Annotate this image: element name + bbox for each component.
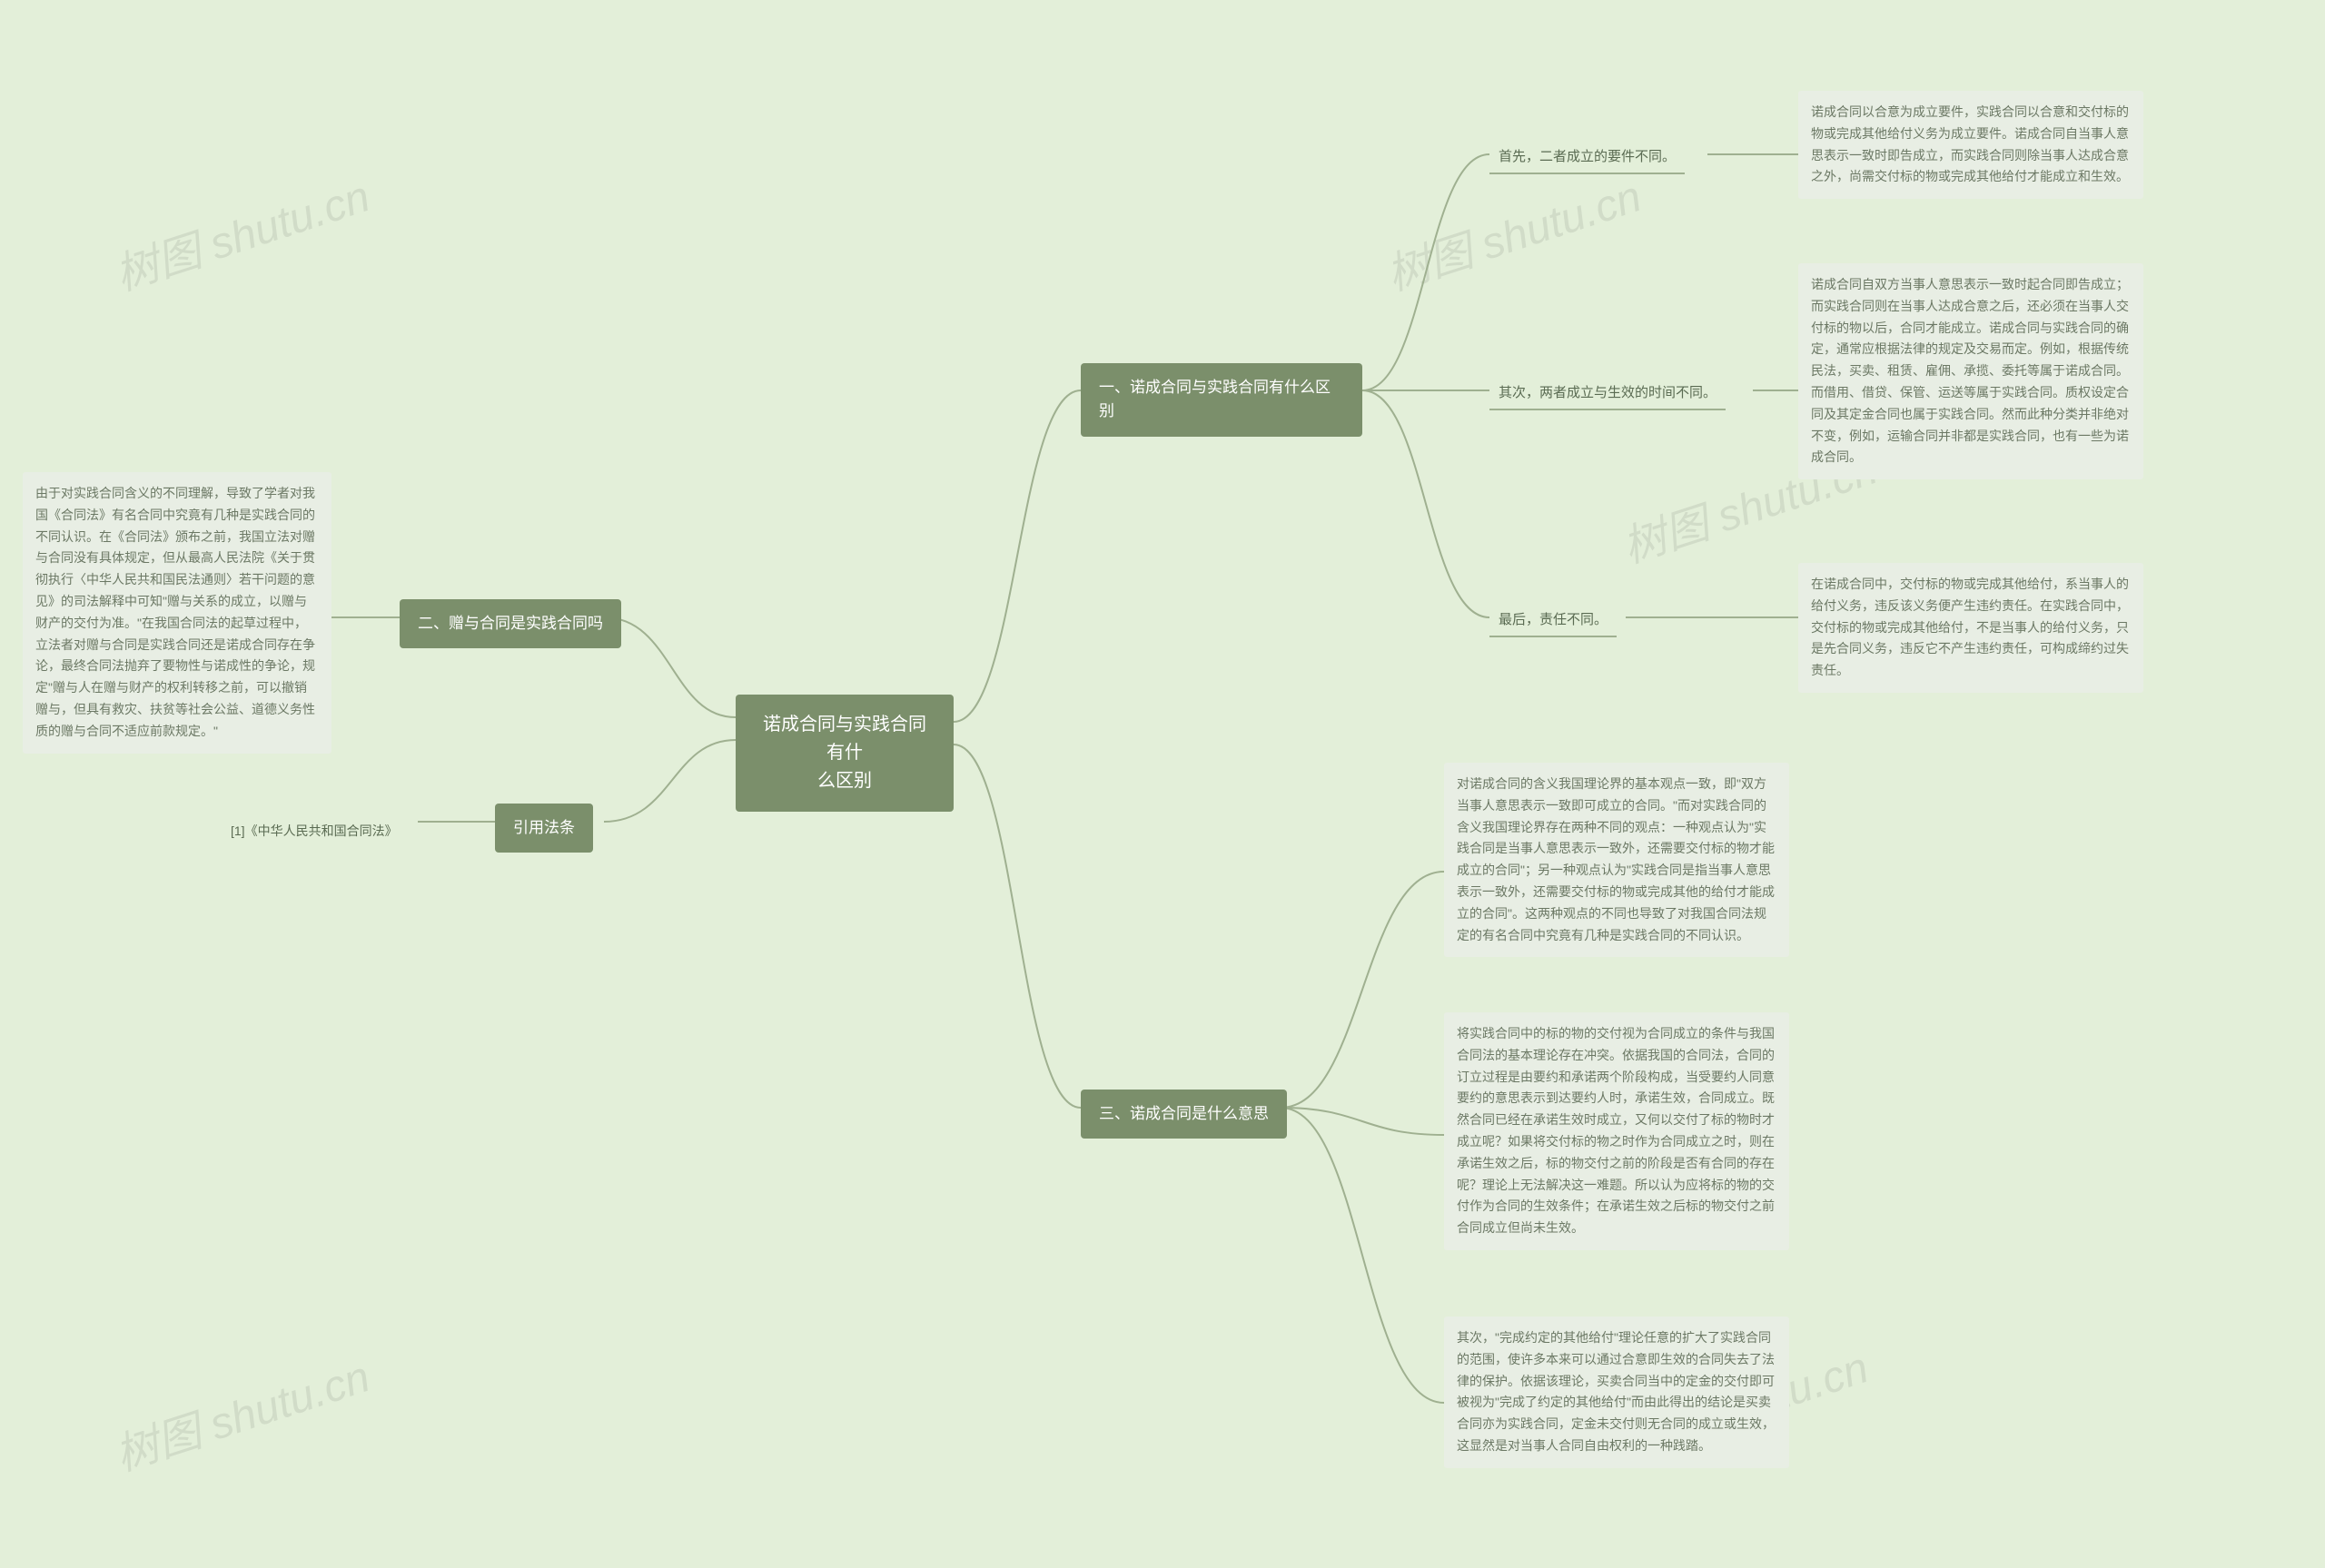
cite-text: [1]《中华人民共和国合同法》 [218,813,411,851]
branch-1-line1: 一、诺成合同与实践合同有什么区 [1099,376,1344,399]
branch-1-line2: 别 [1099,399,1344,423]
branch-1: 一、诺成合同与实践合同有什么区 别 [1081,363,1362,437]
root-node: 诺成合同与实践合同有什 么区别 [736,695,954,812]
branch-3: 三、诺成合同是什么意思 [1081,1090,1287,1139]
watermark: 树图 shutu.cn [105,161,376,302]
leaf-1-1: 诺成合同以合意为成立要件，实践合同以合意和交付标的物或完成其他给付义务为成立要件… [1798,91,2143,199]
sub-1-2: 其次，两者成立与生效的时间不同。 [1489,377,1726,410]
connectors-svg [0,0,2325,1568]
leaf-3-3: 其次，"完成约定的其他给付"理论任意的扩大了实践合同的范围，使许多本来可以通过合… [1444,1317,1789,1468]
leaf-3-2: 将实践合同中的标的物的交付视为合同成立的条件与我国合同法的基本理论存在冲突。依据… [1444,1012,1789,1250]
sub-1-3: 最后，责任不同。 [1489,604,1617,637]
leaf-1-3: 在诺成合同中，交付标的物或完成其他给付，系当事人的给付义务，违反该义务便产生违约… [1798,563,2143,693]
root-title-line2: 么区别 [756,767,934,795]
sub-1-1: 首先，二者成立的要件不同。 [1489,141,1685,174]
leaf-3-1: 对诺成合同的含义我国理论界的基本观点一致，即"双方当事人意思表示一致即可成立的合… [1444,763,1789,957]
branch-2: 二、赠与合同是实践合同吗 [400,599,621,648]
leaf-2: 由于对实践合同含义的不同理解，导致了学者对我国《合同法》有名合同中究竟有几种是实… [23,472,331,754]
root-title-line1: 诺成合同与实践合同有什 [756,711,934,767]
watermark: 树图 shutu.cn [105,1341,376,1483]
branch-cite: 引用法条 [495,804,593,853]
leaf-1-2: 诺成合同自双方当事人意思表示一致时起合同即告成立；而实践合同则在当事人达成合意之… [1798,263,2143,479]
watermark: 树图 shutu.cn [1377,161,1647,302]
